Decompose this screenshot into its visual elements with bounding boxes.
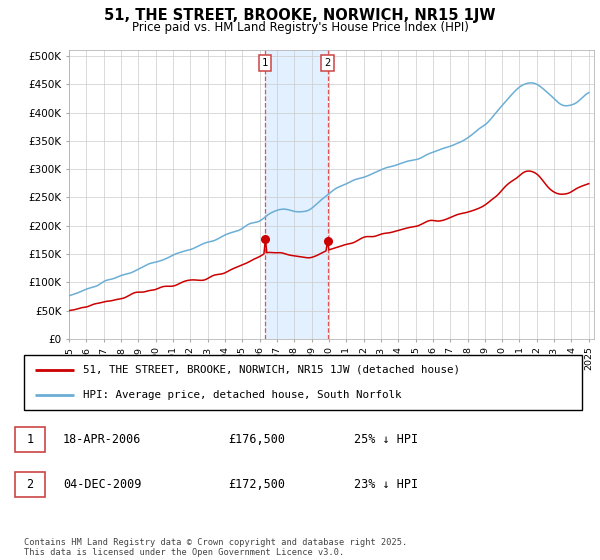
Text: 1: 1 [262,58,268,68]
Text: HPI: Average price, detached house, South Norfolk: HPI: Average price, detached house, Sout… [83,390,401,400]
Text: 2: 2 [325,58,331,68]
Bar [265,50,328,339]
Text: £172,500: £172,500 [228,478,285,491]
Text: 23% ↓ HPI: 23% ↓ HPI [354,478,418,491]
Text: Contains HM Land Registry data © Crown copyright and database right 2025.
This d: Contains HM Land Registry data © Crown c… [24,538,407,557]
Text: 51, THE STREET, BROOKE, NORWICH, NR15 1JW (detached house): 51, THE STREET, BROOKE, NORWICH, NR15 1J… [83,365,460,375]
Text: 18-APR-2006: 18-APR-2006 [63,433,142,446]
FancyBboxPatch shape [24,355,582,410]
Text: Price paid vs. HM Land Registry's House Price Index (HPI): Price paid vs. HM Land Registry's House … [131,21,469,34]
Text: 04-DEC-2009: 04-DEC-2009 [63,478,142,491]
Text: 1: 1 [26,433,34,446]
Text: 51, THE STREET, BROOKE, NORWICH, NR15 1JW: 51, THE STREET, BROOKE, NORWICH, NR15 1J… [104,8,496,24]
Text: 2: 2 [26,478,34,491]
Text: £176,500: £176,500 [228,433,285,446]
Text: 25% ↓ HPI: 25% ↓ HPI [354,433,418,446]
